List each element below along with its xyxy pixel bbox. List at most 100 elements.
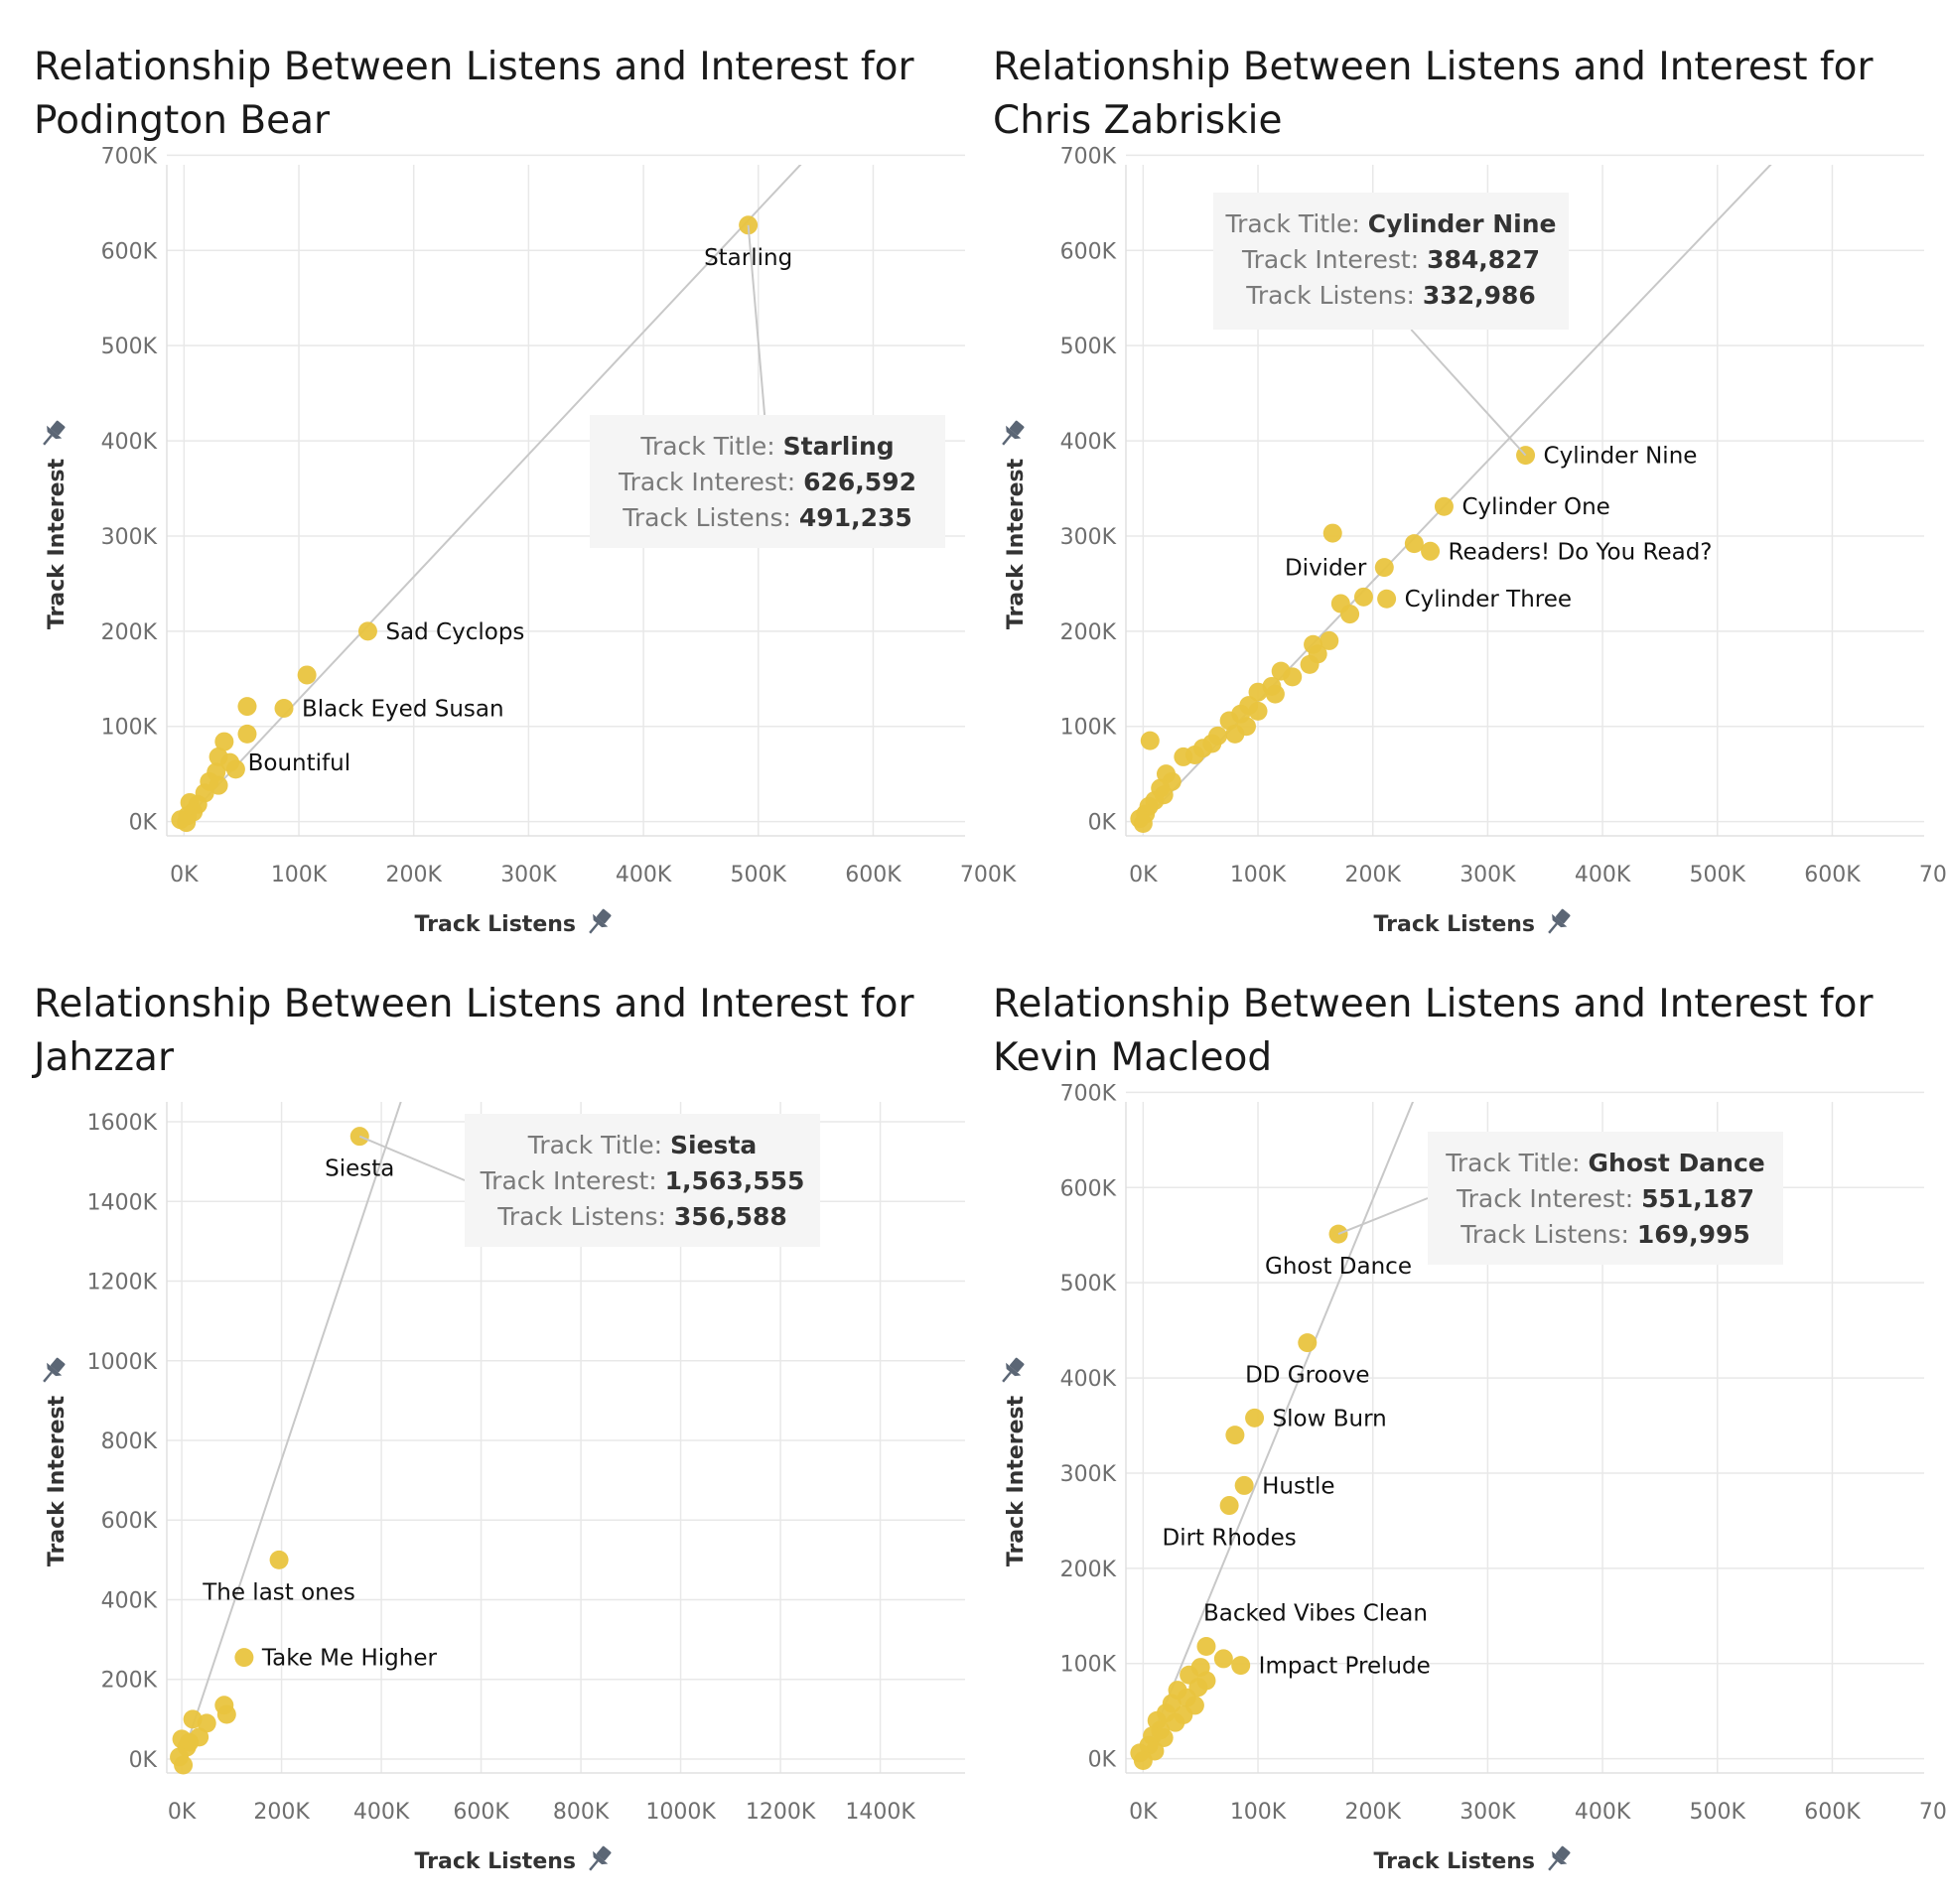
- pin-icon[interactable]: [37, 1354, 70, 1388]
- data-point[interactable]: [297, 665, 317, 685]
- tooltip-line: Track Interest: 551,187: [1456, 1184, 1754, 1213]
- tooltip-field-value: 551,187: [1641, 1184, 1754, 1213]
- data-point[interactable]: [1225, 1426, 1245, 1445]
- pin-icon[interactable]: [996, 417, 1029, 451]
- data-point[interactable]: [1340, 605, 1360, 624]
- data-point[interactable]: [1353, 587, 1373, 607]
- data-point[interactable]: [1265, 684, 1285, 704]
- data-point[interactable]: [225, 759, 245, 779]
- data-point[interactable]: [1320, 630, 1339, 650]
- tooltip-box: [1428, 1132, 1783, 1265]
- data-point[interactable]: [1298, 1333, 1318, 1353]
- data-point[interactable]: [1328, 1224, 1348, 1244]
- data-point[interactable]: [1248, 682, 1268, 702]
- data-point[interactable]: [1374, 558, 1394, 578]
- data-point[interactable]: [1196, 1636, 1216, 1656]
- data-point[interactable]: [174, 1755, 194, 1775]
- x-tick-label: 300K: [500, 863, 557, 887]
- pin-icon[interactable]: [583, 905, 616, 939]
- chart-title: Relationship Between Listens and Interes…: [34, 982, 914, 1026]
- x-tick-label: 600K: [1804, 863, 1861, 887]
- data-point[interactable]: [216, 1704, 236, 1724]
- data-point[interactable]: [1133, 1751, 1153, 1771]
- y-tick-label: 100K: [101, 716, 158, 741]
- x-axis-title: Track Listens: [1374, 1849, 1535, 1874]
- data-point[interactable]: [208, 775, 228, 795]
- y-tick-label: 700K: [101, 144, 158, 169]
- data-point[interactable]: [1248, 701, 1268, 721]
- data-point[interactable]: [177, 813, 197, 833]
- tooltip-line: Track Title: Cylinder Nine: [1224, 209, 1556, 238]
- tooltip-line: Track Listens: 332,986: [1245, 281, 1536, 310]
- data-point[interactable]: [1283, 667, 1303, 687]
- point-label: Bountiful: [248, 750, 350, 776]
- y-tick-label: 300K: [101, 525, 158, 550]
- data-point[interactable]: [180, 1732, 200, 1752]
- data-point[interactable]: [237, 724, 257, 744]
- data-point[interactable]: [1213, 1649, 1233, 1669]
- point-label: The last ones: [202, 1579, 355, 1605]
- tooltip-leader-line: [747, 224, 766, 416]
- data-point[interactable]: [1322, 523, 1342, 543]
- y-axis-title: Track Interest: [1004, 458, 1029, 629]
- data-point[interactable]: [1174, 747, 1193, 766]
- chart-title: Chris Zabriskie: [993, 98, 1283, 143]
- data-point[interactable]: [1245, 1408, 1265, 1428]
- point-label: Slow Burn: [1273, 1406, 1387, 1431]
- data-point[interactable]: [1166, 1712, 1185, 1732]
- data-point[interactable]: [1300, 654, 1320, 674]
- data-point[interactable]: [1133, 814, 1153, 834]
- tooltip-field-name: Track Interest:: [1456, 1184, 1641, 1213]
- y-tick-label: 600K: [1060, 239, 1117, 264]
- data-point[interactable]: [1219, 1496, 1239, 1516]
- chart-title: Kevin Macleod: [993, 1035, 1272, 1080]
- data-point[interactable]: [357, 621, 377, 641]
- x-tick-label: 1200K: [746, 1800, 816, 1825]
- x-tick-label: 0K: [170, 863, 199, 887]
- data-point[interactable]: [274, 699, 294, 719]
- tooltip-field-name: Track Interest:: [1241, 245, 1427, 274]
- data-point[interactable]: [1404, 534, 1424, 554]
- points-layer: [1130, 1224, 1348, 1771]
- point-label: Impact Prelude: [1259, 1654, 1431, 1680]
- pin-icon[interactable]: [996, 1354, 1029, 1388]
- x-tick-label: 200K: [1345, 1800, 1402, 1825]
- data-point[interactable]: [1234, 1475, 1254, 1495]
- y-axis-title: Track Interest: [45, 1395, 70, 1566]
- data-point[interactable]: [269, 1550, 289, 1569]
- tooltip-box: [465, 1114, 820, 1247]
- pin-icon[interactable]: [1542, 1842, 1575, 1876]
- tooltip-field-value: Cylinder Nine: [1368, 209, 1557, 238]
- data-point[interactable]: [237, 697, 257, 717]
- data-point[interactable]: [1231, 1656, 1251, 1676]
- x-tick-label: 0K: [1129, 863, 1158, 887]
- tooltip-leader-line: [1410, 329, 1527, 457]
- y-axis-title: Track Interest: [45, 458, 70, 629]
- data-point[interactable]: [1225, 724, 1245, 744]
- y-tick-label: 1000K: [87, 1350, 158, 1375]
- data-point[interactable]: [234, 1648, 254, 1668]
- y-tick-label: 400K: [1060, 1367, 1117, 1392]
- tooltip-line: Track Interest: 626,592: [618, 468, 916, 496]
- tooltip-field-name: Track Title:: [1445, 1149, 1588, 1177]
- x-tick-label: 500K: [1690, 1800, 1746, 1825]
- tooltip-field-value: Starling: [783, 432, 895, 461]
- tooltip-line: Track Title: Starling: [639, 432, 894, 461]
- data-point[interactable]: [1434, 496, 1454, 516]
- pin-icon[interactable]: [583, 1842, 616, 1876]
- y-tick-label: 1400K: [87, 1190, 158, 1215]
- data-point[interactable]: [183, 1709, 203, 1729]
- tooltip-field-name: Track Title:: [527, 1131, 670, 1159]
- y-tick-label: 500K: [1060, 1272, 1117, 1296]
- pin-icon[interactable]: [1542, 905, 1575, 939]
- point-label: Cylinder One: [1461, 494, 1609, 520]
- tooltip-field-name: Track Title:: [1224, 209, 1367, 238]
- data-point[interactable]: [214, 732, 234, 751]
- y-tick-label: 400K: [1060, 430, 1117, 455]
- data-point[interactable]: [1140, 731, 1160, 750]
- tooltip-field-value: 491,235: [799, 503, 912, 532]
- tooltip-field-value: 626,592: [803, 468, 916, 496]
- pin-icon[interactable]: [37, 417, 70, 451]
- data-point[interactable]: [1377, 589, 1397, 609]
- data-point[interactable]: [1421, 541, 1441, 561]
